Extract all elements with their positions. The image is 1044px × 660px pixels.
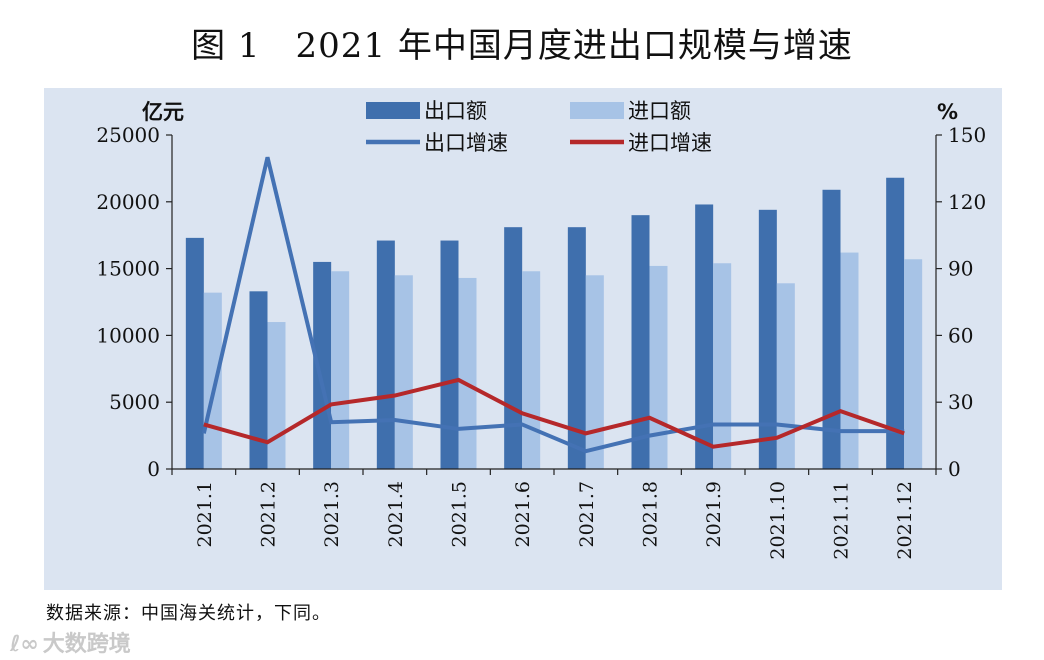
bar-import-7 — [585, 275, 604, 469]
x-tick-label: 2021.1 — [194, 481, 216, 547]
left-tick-label: 25000 — [96, 123, 160, 147]
watermark-text: 大数跨境 — [42, 632, 131, 657]
bar-import-11 — [840, 252, 859, 469]
x-tick-label: 2021.10 — [767, 481, 789, 560]
legend-label-4: 进口增速 — [628, 131, 712, 155]
figure-title: 图 1 2021 年中国月度进出口规模与增速 — [191, 26, 853, 66]
x-tick-label: 2021.9 — [703, 481, 725, 547]
x-tick-label: 2021.2 — [258, 481, 280, 547]
right-tick-label: 0 — [948, 457, 961, 481]
bar-export-1 — [185, 237, 204, 469]
x-tick-label: 2021.5 — [449, 481, 471, 547]
bar-export-7 — [567, 227, 586, 469]
left-tick-label: 5000 — [109, 390, 160, 414]
x-tick-label: 2021.3 — [321, 481, 343, 547]
bar-export-8 — [631, 215, 650, 469]
left-axis-unit: 亿元 — [142, 100, 184, 124]
right-tick-label: 150 — [948, 123, 986, 147]
left-tick-label: 10000 — [96, 323, 160, 347]
bar-export-5 — [440, 240, 459, 469]
bar-import-12 — [904, 259, 923, 469]
right-tick-label: 120 — [948, 190, 986, 214]
left-tick-label: 15000 — [96, 257, 160, 281]
x-tick-label: 2021.8 — [640, 481, 662, 547]
left-tick-label: 0 — [147, 457, 160, 481]
bar-import-1 — [203, 292, 222, 469]
bar-export-6 — [504, 227, 523, 469]
legend-swatch-1 — [366, 102, 420, 119]
right-tick-label: 30 — [948, 390, 973, 414]
bar-import-5 — [458, 277, 477, 469]
bar-export-3 — [313, 261, 332, 469]
x-tick-label: 2021.4 — [385, 481, 407, 547]
bar-import-9 — [713, 263, 732, 469]
x-tick-label: 2021.6 — [512, 481, 534, 547]
bar-import-10 — [776, 283, 795, 469]
bar-export-12 — [886, 177, 905, 469]
legend-label-2: 进口额 — [628, 99, 691, 123]
bar-export-11 — [822, 189, 841, 469]
legend-label-1: 出口额 — [424, 99, 487, 123]
watermark: ℓ∞ 大数跨境 — [10, 626, 131, 658]
bar-export-10 — [758, 209, 777, 469]
bar-import-2 — [267, 322, 286, 469]
x-tick-label: 2021.7 — [576, 481, 598, 547]
bar-import-3 — [331, 271, 350, 469]
right-tick-label: 60 — [948, 323, 973, 347]
chart-panel: 0 5000 10000 15000 20000 25000 0 30 60 90 120 150 20… — [44, 88, 1002, 590]
left-tick-label: 20000 — [96, 190, 160, 214]
watermark-logo-icon: ℓ∞ — [10, 632, 39, 657]
bar-import-8 — [649, 265, 668, 469]
line-import-growth — [203, 377, 905, 449]
chart-svg: 0 5000 10000 15000 20000 25000 0 30 60 90 120 150 20… — [96, 99, 986, 560]
bar-export-4 — [376, 240, 395, 469]
bar-import-4 — [394, 275, 413, 469]
legend-swatch-2 — [570, 102, 624, 119]
right-tick-label: 90 — [948, 257, 973, 281]
bar-export-9 — [695, 204, 714, 470]
bar-import-6 — [522, 271, 541, 469]
right-axis-unit: % — [937, 100, 958, 124]
x-tick-label: 2021.11 — [831, 481, 853, 560]
line-export-growth — [201, 156, 905, 454]
legend-label-3: 出口增速 — [424, 131, 508, 155]
source-note: 数据来源：中国海关统计，下同。 — [46, 603, 331, 624]
x-tick-label: 2021.12 — [894, 481, 916, 560]
bar-export-2 — [249, 291, 268, 469]
